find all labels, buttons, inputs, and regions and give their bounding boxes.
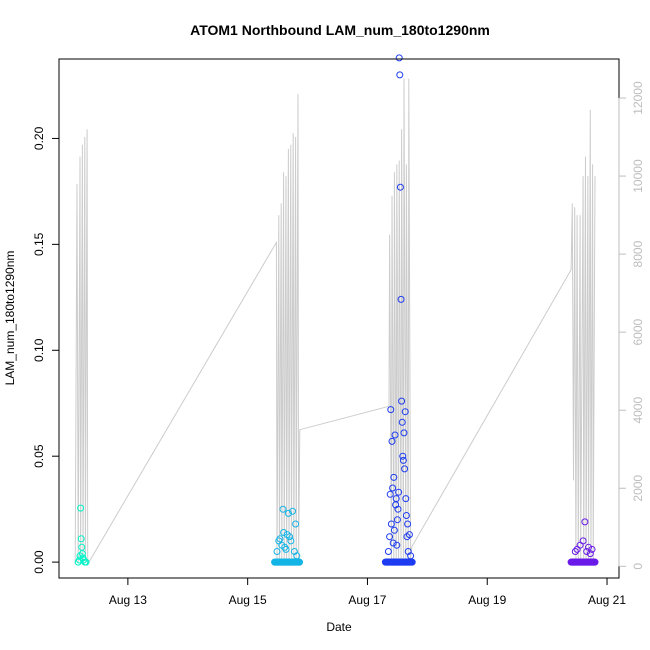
data-point bbox=[386, 533, 394, 541]
data-point bbox=[400, 429, 408, 437]
y-tick-label: 0.05 bbox=[32, 444, 46, 468]
data-point bbox=[393, 516, 401, 524]
data-point bbox=[78, 550, 86, 558]
data-point bbox=[386, 490, 394, 498]
data-point bbox=[289, 507, 297, 515]
chart-title: ATOM1 Northbound LAM_num_180to1290nm bbox=[190, 22, 490, 38]
y2-tick-label: 10000 bbox=[631, 159, 645, 193]
data-point bbox=[395, 488, 403, 496]
data-point bbox=[279, 505, 287, 513]
data-point-baseline bbox=[408, 558, 416, 566]
data-point bbox=[280, 529, 288, 536]
data-point bbox=[391, 431, 399, 439]
data-point bbox=[397, 295, 405, 303]
secondary-series-line bbox=[74, 78, 596, 567]
data-point bbox=[402, 495, 410, 503]
data-point bbox=[390, 473, 398, 481]
x-tick-label: Aug 21 bbox=[588, 593, 626, 607]
data-point bbox=[276, 535, 284, 543]
data-point bbox=[287, 537, 295, 545]
y2-tick-label: 8000 bbox=[631, 240, 645, 267]
data-point bbox=[388, 437, 396, 445]
data-point bbox=[398, 397, 406, 405]
data-point bbox=[571, 548, 579, 555]
data-point bbox=[387, 406, 395, 414]
data-point bbox=[286, 533, 294, 541]
data-point bbox=[588, 545, 596, 553]
data-point bbox=[399, 452, 407, 460]
data-point bbox=[405, 531, 413, 539]
data-point bbox=[271, 558, 279, 566]
y2-axis: 0 2000 4000 6000 8000 10000 12000 bbox=[618, 81, 645, 570]
x-axis: Aug 13 Aug 15 Aug 17 Aug 19 Aug 21 bbox=[109, 577, 626, 607]
data-point bbox=[579, 537, 587, 545]
data-point bbox=[394, 505, 402, 513]
secondary-line bbox=[74, 78, 596, 567]
data-point bbox=[393, 541, 401, 549]
y-tick-label: 0.10 bbox=[32, 338, 46, 362]
y2-tick-label: 0 bbox=[631, 563, 645, 570]
x-tick-label: Aug 17 bbox=[348, 593, 386, 607]
data-point bbox=[384, 548, 392, 555]
data-point bbox=[295, 558, 303, 566]
data-point bbox=[407, 552, 415, 560]
y-axis-label: LAM_num_180to1290nm bbox=[3, 251, 17, 386]
data-point bbox=[404, 520, 412, 528]
y2-tick-label: 12000 bbox=[631, 81, 645, 115]
data-point bbox=[586, 550, 594, 558]
data-point bbox=[77, 535, 85, 543]
data-point bbox=[570, 558, 577, 566]
y-tick-label: 0.15 bbox=[32, 232, 46, 256]
data-point bbox=[401, 408, 409, 416]
y-axis: 0.00 0.05 0.10 0.15 0.20 bbox=[32, 126, 60, 574]
data-point bbox=[398, 418, 406, 426]
data-point bbox=[292, 520, 300, 528]
data-point bbox=[273, 548, 281, 555]
data-points bbox=[74, 54, 599, 566]
y-tick-label: 0.20 bbox=[32, 126, 46, 150]
y2-tick-label: 2000 bbox=[631, 475, 645, 502]
x-tick-label: Aug 13 bbox=[109, 593, 147, 607]
data-point bbox=[396, 71, 404, 79]
data-point bbox=[581, 518, 589, 526]
y2-tick-label: 4000 bbox=[631, 397, 645, 424]
data-point bbox=[396, 183, 404, 191]
x-axis-label: Date bbox=[326, 620, 352, 634]
x-tick-label: Aug 15 bbox=[229, 593, 267, 607]
data-point bbox=[401, 465, 409, 473]
data-point bbox=[282, 545, 290, 553]
data-point bbox=[390, 526, 398, 534]
data-point bbox=[387, 520, 395, 528]
x-tick-label: Aug 19 bbox=[468, 593, 506, 607]
data-point bbox=[82, 558, 90, 566]
data-point bbox=[399, 456, 407, 464]
y2-tick-label: 6000 bbox=[631, 318, 645, 345]
data-point bbox=[395, 54, 403, 62]
data-point bbox=[78, 543, 86, 551]
data-point bbox=[585, 543, 592, 551]
data-point bbox=[293, 552, 301, 560]
data-point bbox=[392, 495, 400, 503]
data-point bbox=[77, 504, 85, 512]
data-point bbox=[402, 512, 410, 519]
data-point bbox=[389, 539, 397, 547]
data-point bbox=[389, 484, 397, 492]
data-point-baseline bbox=[591, 558, 599, 566]
plot-frame bbox=[58, 58, 620, 579]
data-point bbox=[284, 509, 292, 517]
y-tick-label: 0.00 bbox=[32, 550, 46, 574]
